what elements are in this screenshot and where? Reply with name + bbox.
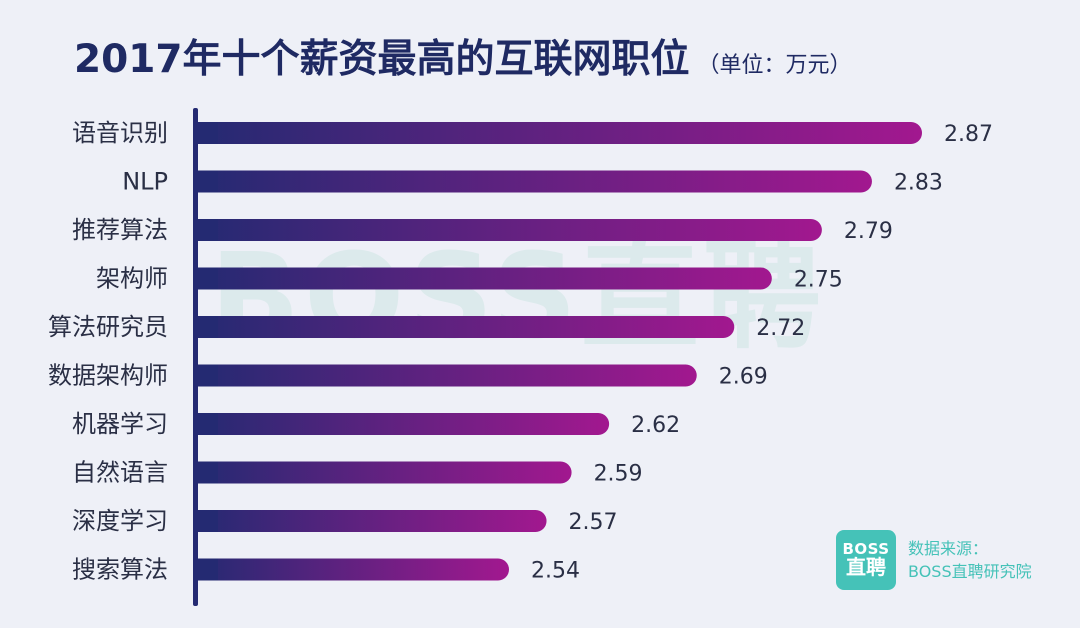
bar bbox=[196, 413, 610, 435]
category-label: 自然语言 bbox=[72, 459, 168, 487]
category-label: NLP bbox=[122, 168, 168, 196]
value-label: 2.72 bbox=[756, 316, 805, 341]
bar-base bbox=[196, 510, 218, 532]
bar-base bbox=[196, 316, 218, 338]
bar-base bbox=[196, 219, 218, 241]
data-source: BOSS 直聘 数据来源： BOSS直聘研究院 bbox=[836, 530, 1032, 590]
bar bbox=[196, 316, 735, 338]
bar-base bbox=[196, 267, 218, 290]
chart-unit: （单位：万元） bbox=[697, 53, 852, 78]
value-label: 2.57 bbox=[569, 510, 618, 535]
boss-logo: BOSS 直聘 bbox=[836, 530, 896, 590]
y-axis-line bbox=[193, 108, 198, 606]
bar bbox=[196, 219, 822, 241]
bar-base bbox=[196, 461, 218, 484]
value-label: 2.54 bbox=[531, 559, 580, 584]
bar bbox=[196, 510, 547, 532]
bar bbox=[196, 558, 509, 581]
logo-text-bottom: 直聘 bbox=[846, 555, 886, 580]
bar-base bbox=[196, 413, 218, 435]
source-name: BOSS直聘研究院 bbox=[908, 562, 1032, 581]
source-label: 数据来源： bbox=[908, 538, 989, 558]
source-text: 数据来源： BOSS直聘研究院 bbox=[908, 537, 1032, 583]
value-label: 2.59 bbox=[594, 462, 643, 487]
category-label: 语音识别 bbox=[72, 119, 168, 147]
category-label: 数据架构师 bbox=[48, 362, 168, 390]
bar bbox=[196, 170, 872, 193]
bar-base bbox=[196, 558, 218, 581]
bar bbox=[196, 267, 772, 290]
category-label: 算法研究员 bbox=[48, 313, 168, 341]
bar-base bbox=[196, 364, 218, 387]
category-label: 架构师 bbox=[96, 265, 168, 293]
bar bbox=[196, 461, 572, 484]
category-label: 推荐算法 bbox=[72, 216, 168, 244]
chart-title-group: 2017年十个薪资最高的互联网职位 （单位：万元） bbox=[74, 28, 852, 84]
value-label: 2.75 bbox=[794, 268, 843, 293]
category-label: 机器学习 bbox=[72, 410, 168, 438]
logo-text-top: BOSS bbox=[842, 539, 890, 558]
value-label: 2.83 bbox=[894, 171, 943, 196]
value-label: 2.79 bbox=[844, 219, 893, 244]
bar-base bbox=[196, 170, 218, 193]
bar-base bbox=[196, 122, 218, 144]
category-label: 深度学习 bbox=[72, 507, 168, 535]
chart-title: 2017年十个薪资最高的互联网职位 bbox=[74, 37, 690, 82]
bar bbox=[196, 364, 697, 387]
value-label: 2.69 bbox=[719, 365, 768, 390]
category-label: 搜索算法 bbox=[72, 556, 168, 584]
value-label: 2.87 bbox=[944, 122, 993, 147]
bar bbox=[196, 122, 922, 144]
value-label: 2.62 bbox=[631, 413, 680, 438]
